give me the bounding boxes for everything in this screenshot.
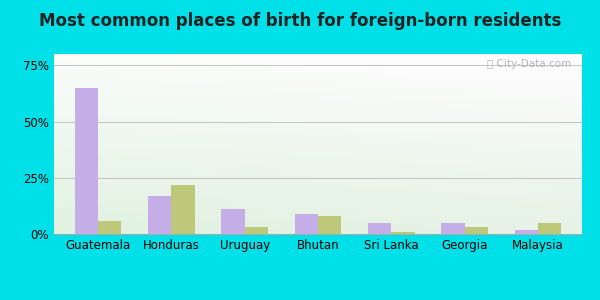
Bar	[295, 214, 318, 234]
Bar	[441, 223, 464, 234]
Bar	[368, 223, 391, 234]
Text: ⓘ City-Data.com: ⓘ City-Data.com	[487, 59, 571, 69]
Bar	[464, 227, 488, 234]
Bar	[538, 223, 562, 234]
Bar	[391, 232, 415, 234]
Bar	[74, 88, 98, 234]
Bar	[318, 216, 341, 234]
Bar	[515, 230, 538, 234]
Bar	[245, 227, 268, 234]
Bar	[98, 220, 121, 234]
Bar	[221, 209, 245, 234]
Bar	[172, 184, 195, 234]
Text: Most common places of birth for foreign-born residents: Most common places of birth for foreign-…	[39, 12, 561, 30]
Bar	[148, 196, 172, 234]
